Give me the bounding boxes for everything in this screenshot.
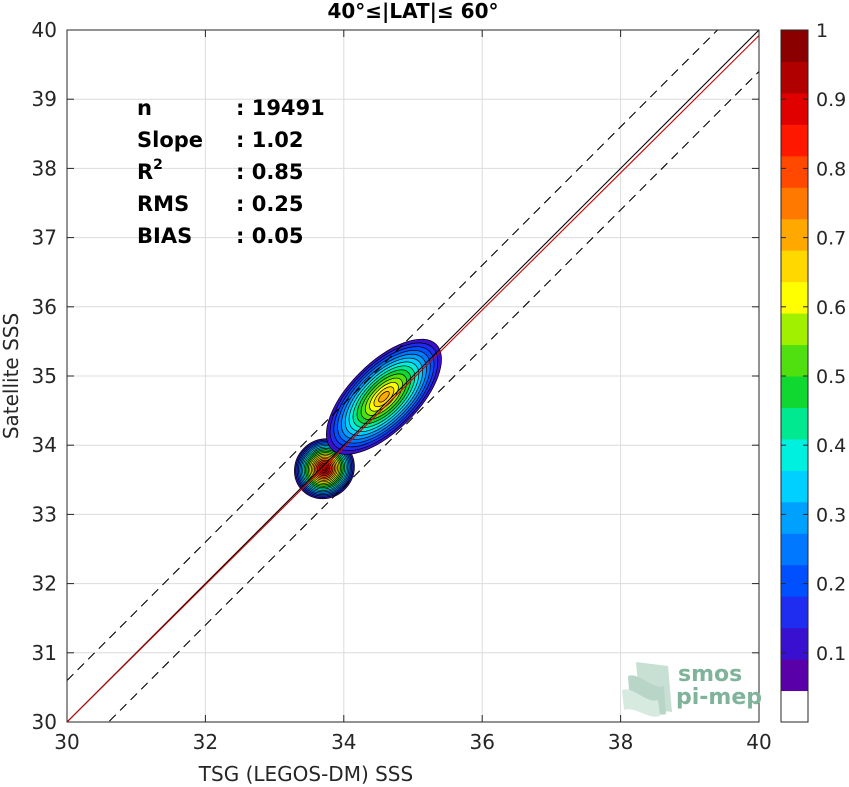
colorbar-tick-label: 0.2: [816, 574, 846, 596]
colorbar-segment: [781, 376, 808, 408]
colorbar-segment: [781, 250, 808, 283]
stat-value: : 1.02: [236, 128, 304, 152]
lower-bound-line: [107, 71, 759, 722]
y-tick-label: 35: [32, 364, 57, 388]
colorbar-tick-label: 0.6: [816, 297, 846, 319]
logo-line2: pi-mep: [676, 685, 762, 710]
y-tick-label: 31: [32, 641, 57, 665]
stat-value: : 0.05: [236, 224, 304, 248]
colorbar-segment: [781, 187, 808, 220]
colorbar-segment: [781, 564, 808, 597]
colorbar-tick-label: 0.8: [816, 158, 846, 180]
y-tick-label: 32: [32, 572, 57, 596]
colorbar-segment: [781, 407, 808, 440]
colorbar-tick-label: 0.3: [816, 504, 846, 526]
stat-value: : 0.85: [236, 160, 304, 184]
density-cluster: [294, 438, 355, 500]
colorbar-tick-label: 0.5: [816, 366, 846, 388]
colorbar-segment: [781, 281, 808, 314]
colorbar-segment: [781, 470, 808, 503]
colorbar-segment: [781, 533, 808, 566]
colorbar-tick-label: 0.4: [816, 435, 846, 457]
stat-label: BIAS: [137, 224, 192, 248]
y-tick-label: 36: [32, 295, 57, 319]
identity-line: [67, 30, 759, 722]
x-axis-label: TSG (LEGOS-DM) SSS: [198, 762, 413, 786]
colorbar-segment: [781, 218, 808, 251]
reference-lines: [67, 30, 759, 722]
y-axis-label: Satellite SSS: [0, 313, 23, 439]
colorbar-segment: [781, 124, 808, 157]
colorbar-segment: [781, 30, 808, 62]
y-axis: 30 31 32 33 34 35 36 37 38 39 40: [32, 18, 759, 734]
stat-label: n: [137, 96, 152, 120]
colorbar-segment: [781, 438, 808, 471]
colorbar-segment: [781, 155, 808, 188]
stat-value: : 0.25: [236, 192, 304, 216]
stat-label: Slope: [137, 128, 203, 152]
statistics-box: n : 19491 Slope : 1.02 R2 : 0.85 RMS : 0.25 BIAS…: [137, 96, 325, 248]
y-tick-label: 38: [32, 156, 57, 180]
x-tick-label: 38: [608, 730, 633, 754]
colorbar-segment: [781, 690, 808, 723]
colorbar-segment: [781, 501, 808, 534]
stat-value: : 19491: [236, 96, 325, 120]
colorbar-tick-label: 0.1: [816, 643, 846, 665]
y-tick-label: 33: [32, 502, 57, 526]
colorbar-tick-label: 0.9: [816, 89, 846, 111]
colorbar-segment: [781, 627, 808, 660]
x-tick-label: 34: [331, 730, 356, 754]
colorbar-segment: [781, 659, 808, 692]
colorbar-tick-label: 1: [816, 20, 828, 42]
density-cluster: [326, 338, 442, 455]
colorbar-tick-label: 0.7: [816, 228, 846, 250]
y-tick-label: 40: [32, 18, 57, 42]
x-tick-label: 32: [193, 730, 218, 754]
smos-pi-mep-logo: smos pi-mep: [622, 662, 762, 717]
x-axis: 30 32 34 36 38 40: [54, 30, 772, 754]
colorbar-segment: [781, 313, 808, 346]
colorbar-segment: [781, 61, 808, 94]
y-tick-label: 37: [32, 226, 57, 250]
y-tick-label: 34: [32, 433, 57, 457]
density-contours: [294, 338, 442, 500]
chart-title: 40°≤|LAT|≤ 60°: [327, 0, 498, 23]
x-tick-label: 40: [746, 730, 771, 754]
colorbar-segment: [781, 92, 808, 125]
colorbar: 0.1 0.2 0.3 0.4 0.5 0.6 0.7 0.8 0.9 1: [780, 20, 846, 723]
x-tick-label: 36: [469, 730, 494, 754]
colorbar-segment: [781, 596, 808, 629]
x-tick-label: 30: [54, 730, 79, 754]
y-tick-label: 30: [32, 710, 57, 734]
wave-logo-icon: [622, 662, 672, 717]
logo-line1: smos: [678, 662, 742, 687]
stat-label: R2: [137, 157, 163, 184]
stat-label: RMS: [137, 192, 189, 216]
stat-label-superscript: 2: [153, 157, 163, 173]
density-contour-level: [378, 391, 390, 403]
colorbar-segment: [781, 344, 808, 377]
y-tick-label: 39: [32, 87, 57, 111]
upper-bound-line: [67, 30, 719, 681]
regression-line: [67, 35, 759, 722]
